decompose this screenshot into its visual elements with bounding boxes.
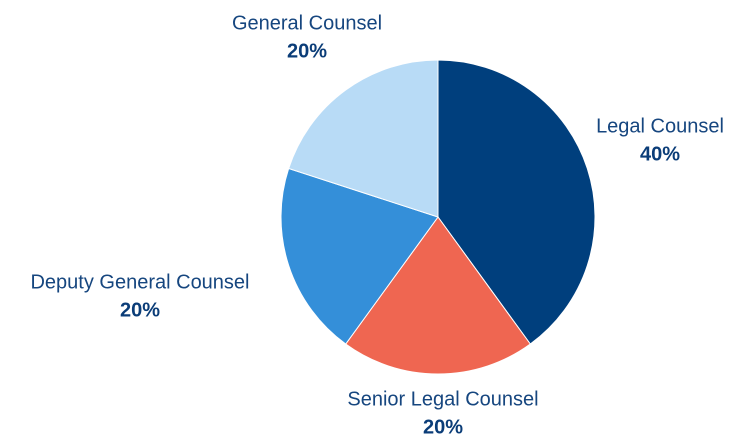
- slice-label: Legal Counsel: [596, 115, 724, 137]
- slice-value-label: 20%: [287, 40, 327, 62]
- slice-label: Senior Legal Counsel: [347, 388, 538, 410]
- slice-value-label: 20%: [423, 416, 463, 438]
- slice-value-label: 20%: [120, 299, 160, 321]
- slice-value-label: 40%: [640, 143, 680, 165]
- pie-slice: [345, 216, 531, 375]
- pie-slice: [280, 167, 439, 345]
- pie-slice: [288, 59, 439, 218]
- pie-slice: [437, 59, 596, 345]
- slice-label: General Counsel: [232, 12, 382, 34]
- slice-label: Deputy General Counsel: [30, 271, 249, 293]
